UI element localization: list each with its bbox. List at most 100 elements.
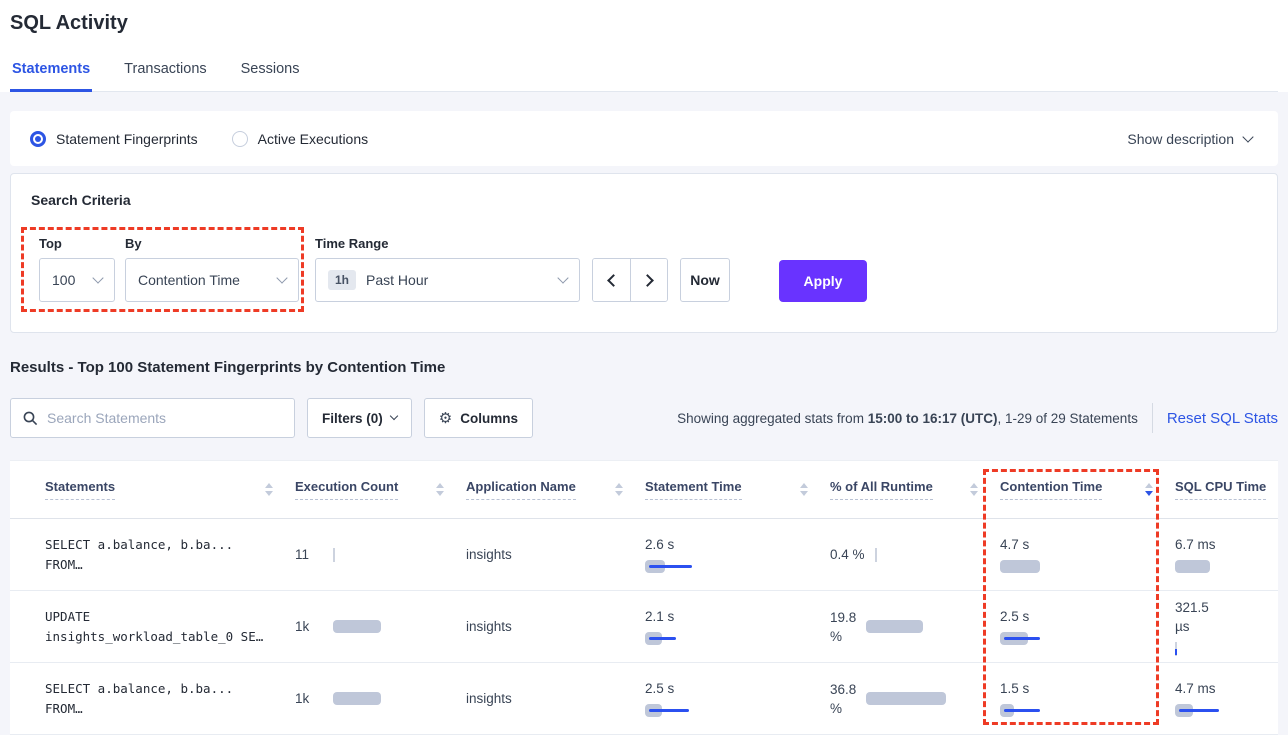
bar-mean-line — [1179, 709, 1219, 712]
cell-value: 0.4 % — [830, 545, 865, 564]
statement-time-cell: 2.5 s — [645, 679, 830, 718]
sort-arrows-icon[interactable] — [970, 483, 978, 496]
sort-arrows-icon[interactable] — [615, 483, 623, 496]
statement-cell[interactable]: SELECT a.balance, b.ba... FROM… — [10, 535, 295, 575]
show-description-toggle[interactable]: Show description — [1127, 131, 1254, 147]
sort-descending-icon — [970, 491, 978, 496]
cell-value: 2.5 s — [645, 679, 830, 698]
sql-cpu-time-cell: 6.7 ms — [1175, 535, 1278, 574]
tab-statements[interactable]: Statements — [10, 61, 93, 92]
sort-arrows-icon[interactable] — [1145, 483, 1153, 496]
statement-cell[interactable]: UPDATE insights_workload_table_0 SE… — [10, 607, 295, 647]
bar-mean-line — [649, 709, 689, 712]
statement-time-cell: 2.1 s — [645, 607, 830, 646]
value-bar — [333, 547, 425, 562]
table-row[interactable]: SELECT a.balance, b.ba... FROM… 11 insights… — [10, 519, 1278, 591]
runtime-percent-cell: 19.8% — [830, 608, 1000, 646]
by-field: By Contention Time — [125, 236, 299, 302]
value-bar — [645, 704, 737, 718]
runtime-percent-cell: 0.4 % — [830, 545, 1000, 564]
stats-time-range: 15:00 to 16:17 (UTC) — [867, 410, 998, 426]
time-next-button[interactable] — [630, 259, 667, 301]
radio-statement-fingerprints[interactable]: Statement Fingerprints — [30, 130, 198, 147]
runtime-percent-cell: 36.8% — [830, 680, 1000, 718]
application-name-value: insights — [466, 546, 512, 562]
sort-arrows-icon[interactable] — [436, 483, 444, 496]
radio-active-executions[interactable]: Active Executions — [231, 130, 368, 147]
cell-value: 4.7 s — [1000, 535, 1175, 554]
radio-unselected-icon — [231, 130, 248, 147]
column-header-statement-time[interactable]: Statement Time — [645, 479, 830, 500]
bar-tick — [333, 547, 335, 562]
by-select[interactable]: Contention Time — [125, 258, 299, 302]
execution-count-value: 1k — [295, 691, 310, 706]
chevron-right-icon — [641, 273, 654, 287]
value-bar — [1175, 560, 1267, 574]
bar-tick — [874, 547, 877, 562]
value-bar — [866, 691, 958, 706]
value-line: 2.5 s — [1000, 609, 1030, 624]
bar-mean-line — [649, 637, 676, 640]
sort-arrows-icon[interactable] — [800, 483, 808, 496]
value-bar — [1000, 704, 1092, 718]
sort-ascending-icon — [1145, 483, 1153, 488]
by-select-value: Contention Time — [138, 272, 240, 288]
bar-mean-line — [1004, 637, 1040, 640]
execution-count-cell: 1k — [295, 691, 466, 706]
column-header-application-name[interactable]: Application Name — [466, 479, 645, 500]
cell-value: 2.1 s — [645, 607, 830, 626]
time-range-select[interactable]: 1h Past Hour — [315, 258, 580, 302]
time-step-button-group — [592, 258, 668, 302]
value-bar — [645, 560, 737, 574]
sort-arrows-icon[interactable] — [265, 483, 273, 496]
now-button[interactable]: Now — [680, 258, 730, 302]
bar-range — [1000, 560, 1040, 573]
reset-sql-stats-link[interactable]: Reset SQL Stats — [1166, 409, 1278, 427]
sql-cpu-time-cell: 4.7 ms — [1175, 679, 1278, 718]
column-header-contention-time[interactable]: Contention Time — [1000, 479, 1175, 500]
cell-value: 321.5 µs — [1175, 598, 1278, 636]
statement-line: insights_workload_table_0 SE… — [45, 628, 264, 644]
column-header-of-all-runtime[interactable]: % of All Runtime — [830, 479, 1000, 500]
value-line: 36.8 — [830, 681, 857, 697]
cell-value: 1.5 s — [1000, 679, 1175, 698]
table-row[interactable]: UPDATE insights_workload_table_0 SE… 1k ins… — [10, 591, 1278, 663]
column-header-label: Application Name — [466, 479, 576, 500]
column-header-sql-cpu-time[interactable]: SQL CPU Time — [1175, 479, 1278, 500]
application-name-value: insights — [466, 618, 512, 634]
cell-value: 6.7 ms — [1175, 535, 1278, 554]
tab-sessions[interactable]: Sessions — [240, 61, 300, 77]
value-bar — [874, 547, 967, 562]
sort-ascending-icon — [436, 483, 444, 488]
application-name-cell: insights — [466, 690, 645, 708]
bar-range — [333, 619, 381, 633]
cell-value: 2.6 s — [645, 535, 830, 554]
statement-time-cell: 2.6 s — [645, 535, 830, 574]
table-header-row: Statements Execution Count Application Nam… — [10, 461, 1278, 519]
table-body: SELECT a.balance, b.ba... FROM… 11 insights… — [10, 519, 1278, 735]
top-select[interactable]: 100 — [39, 258, 115, 302]
value-bar — [333, 691, 425, 706]
time-prev-button[interactable] — [593, 259, 630, 301]
value-line: 0.4 % — [830, 547, 865, 562]
columns-button[interactable]: ⚙ Columns — [423, 398, 533, 438]
apply-button[interactable]: Apply — [779, 260, 867, 302]
value-bar — [645, 632, 737, 646]
statement-cell[interactable]: SELECT a.balance, b.ba... FROM… — [10, 679, 295, 719]
value-bar — [1000, 560, 1092, 574]
filters-button[interactable]: Filters (0) — [307, 398, 412, 438]
column-header-statements[interactable]: Statements — [10, 479, 295, 500]
search-criteria-fields: Top 100 By Contention Time Time Range 1h… — [31, 236, 1257, 302]
search-statements-box[interactable] — [10, 398, 295, 438]
aggregated-stats-text: Showing aggregated stats from 15:00 to 1… — [677, 411, 1138, 426]
tab-transactions[interactable]: Transactions — [124, 61, 207, 77]
table-row[interactable]: SELECT a.balance, b.ba... FROM… 1k insights… — [10, 663, 1278, 735]
value-bar — [1175, 704, 1267, 718]
results-controls: Filters (0) ⚙ Columns Showing aggregated… — [10, 398, 1278, 438]
execution-count-value: 11 — [295, 547, 310, 562]
search-statements-input[interactable] — [47, 410, 282, 426]
column-header-execution-count[interactable]: Execution Count — [295, 479, 466, 500]
value-bar — [866, 619, 958, 634]
bar-range — [866, 691, 947, 705]
gear-icon: ⚙ — [438, 410, 453, 427]
